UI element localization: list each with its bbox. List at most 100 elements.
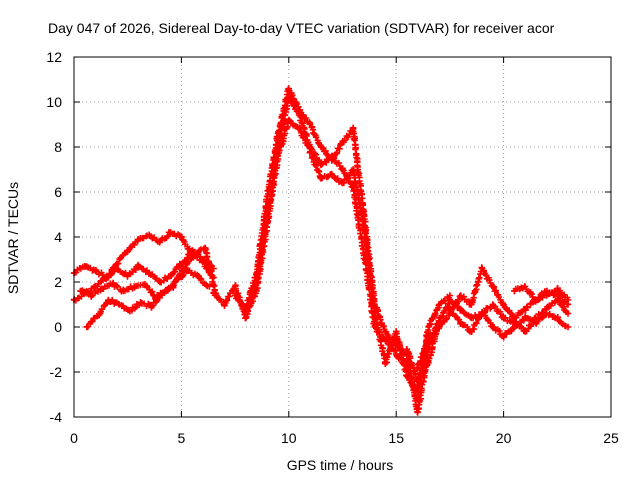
data-point — [425, 337, 432, 344]
data-point — [167, 272, 174, 279]
y-tick-label: -4 — [50, 409, 63, 425]
data-point — [414, 377, 421, 385]
data-point — [339, 166, 346, 173]
data-point — [285, 116, 292, 124]
data-point — [296, 125, 303, 133]
y-tick-label: 2 — [54, 274, 62, 290]
data-point — [360, 224, 368, 232]
data-point — [554, 296, 561, 304]
data-point — [158, 290, 166, 297]
data-point — [500, 332, 507, 340]
x-tick-label: 10 — [281, 430, 297, 446]
data-point — [141, 281, 149, 288]
data-point — [521, 305, 529, 313]
y-tick-label: -2 — [50, 364, 63, 380]
data-point — [156, 238, 164, 245]
y-tick-label: 12 — [46, 49, 62, 65]
data-point — [382, 359, 389, 367]
series-sat-track-10 — [446, 295, 572, 335]
data-point — [124, 247, 131, 254]
data-point — [115, 301, 123, 308]
data-point — [307, 121, 314, 128]
data-point — [195, 274, 202, 281]
x-axis-title: GPS time / hours — [287, 457, 394, 473]
data-point — [135, 236, 142, 243]
data-point — [425, 323, 432, 331]
data-point — [435, 323, 443, 331]
data-point — [253, 287, 260, 295]
data-point — [83, 323, 91, 331]
series-sat-track-5 — [210, 93, 432, 403]
data-point — [350, 125, 357, 133]
data-point — [500, 314, 507, 322]
data-point — [103, 274, 110, 281]
x-tick-label: 0 — [70, 430, 78, 446]
data-point — [307, 148, 314, 155]
data-point — [113, 265, 121, 272]
data-point — [231, 283, 239, 290]
data-point — [328, 170, 335, 178]
data-point — [478, 265, 486, 272]
data-point — [543, 305, 550, 313]
data-point — [87, 292, 95, 299]
data-point — [296, 107, 303, 115]
x-tick-label: 25 — [603, 430, 619, 446]
data-point — [393, 328, 400, 335]
data-point — [403, 373, 411, 380]
series-sat-track-11 — [511, 283, 572, 305]
data-point — [105, 296, 112, 304]
data-point — [339, 179, 346, 187]
data-point — [317, 143, 325, 151]
data-point — [564, 296, 572, 304]
data-point — [135, 263, 142, 270]
data-point — [532, 296, 540, 304]
data-point — [414, 386, 421, 394]
data-point — [511, 319, 518, 326]
data-point — [126, 308, 134, 315]
data-point — [554, 285, 561, 292]
data-point — [274, 130, 282, 137]
data-point — [169, 283, 177, 290]
data-point — [98, 285, 106, 292]
data-point — [468, 301, 475, 308]
data-point — [478, 310, 486, 317]
data-point — [221, 301, 228, 308]
data-point — [77, 287, 84, 295]
data-point — [414, 364, 421, 371]
series-sat-track-7 — [242, 116, 454, 394]
data-point — [468, 314, 475, 322]
data-point — [120, 287, 127, 295]
data-point — [446, 296, 454, 304]
data-point — [231, 292, 239, 299]
data-point — [339, 139, 346, 146]
data-point — [167, 229, 174, 236]
x-tick-label: 5 — [178, 430, 186, 446]
data-point — [253, 269, 260, 277]
x-tick-label: 20 — [496, 430, 512, 446]
y-tick-label: 4 — [54, 229, 62, 245]
data-point — [403, 346, 411, 353]
data-point — [457, 305, 464, 313]
data-point — [81, 263, 88, 270]
y-tick-label: 8 — [54, 139, 62, 155]
data-point — [264, 220, 271, 227]
data-point — [180, 265, 187, 272]
axis-ticks: 0 5 10 15 20 25 -4 -2 0 2 4 6 8 10 12 — [46, 49, 619, 446]
data-point — [124, 272, 131, 279]
data-point — [564, 323, 572, 331]
data-point — [274, 152, 282, 160]
data-point — [489, 301, 497, 308]
series-markers — [242, 117, 452, 393]
data-point — [199, 256, 207, 263]
data-point — [350, 166, 357, 173]
data-point — [532, 314, 540, 322]
data-point — [500, 301, 507, 308]
chart-title: Day 047 of 2026, Sidereal Day-to-day VTE… — [48, 20, 555, 36]
data-point — [511, 287, 518, 295]
data-point — [201, 245, 209, 252]
data-point — [446, 305, 454, 313]
data-point — [317, 175, 325, 182]
data-point — [457, 292, 464, 299]
data-point — [382, 328, 389, 335]
